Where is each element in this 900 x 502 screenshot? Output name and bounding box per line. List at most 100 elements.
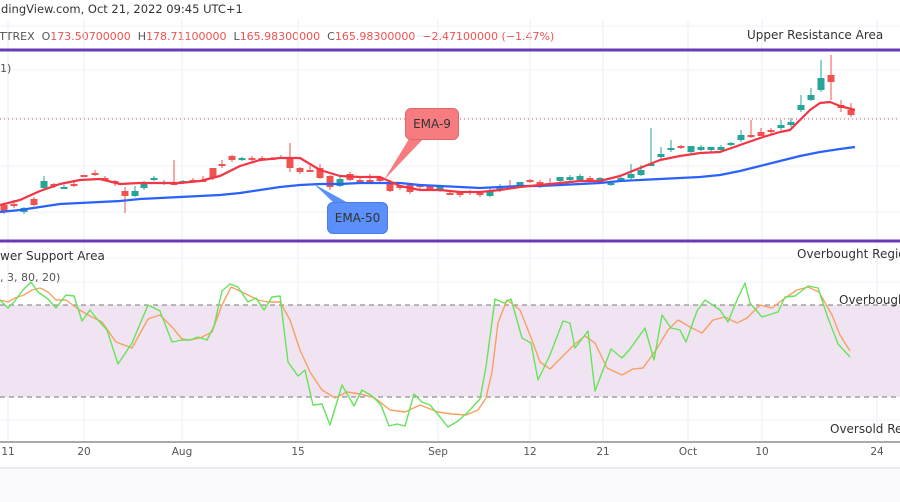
bull-candle bbox=[727, 143, 735, 145]
low-label: L bbox=[233, 30, 240, 43]
bull-candle bbox=[657, 154, 665, 157]
bull-candle bbox=[697, 147, 705, 150]
bear-candle bbox=[70, 184, 78, 186]
bear-candle bbox=[757, 132, 765, 136]
source-watermark: adingView.com, Oct 21, 2022 09:45 UTC+1 bbox=[0, 2, 243, 16]
bear-candle bbox=[101, 178, 109, 180]
bear-candle bbox=[218, 164, 226, 166]
bear-candle bbox=[586, 178, 594, 180]
bear-candle bbox=[456, 192, 464, 195]
bear-candle bbox=[677, 146, 685, 148]
bear-candle bbox=[228, 156, 236, 160]
bull-candle bbox=[737, 135, 745, 140]
bull-candle bbox=[797, 105, 805, 110]
bear-candle bbox=[426, 186, 434, 189]
stochastic-params-label: , 3, 80, 20) bbox=[0, 271, 61, 284]
time-axis-tick: 11 bbox=[1, 446, 15, 458]
upper-resistance-label: Upper Resistance Area bbox=[747, 28, 884, 42]
bull-candle bbox=[637, 170, 645, 175]
bull-candle bbox=[336, 179, 344, 186]
bull-candle bbox=[576, 176, 584, 180]
bull-candle bbox=[707, 147, 715, 150]
bear-candle bbox=[306, 170, 314, 172]
time-axis-tick: 10 bbox=[755, 446, 769, 458]
high-value: 178.71100000 bbox=[146, 30, 227, 43]
bull-candle bbox=[140, 183, 148, 188]
overbought-region-label: Overbought Regio bbox=[797, 247, 900, 261]
ema9-line bbox=[0, 100, 856, 207]
bear-candle bbox=[286, 158, 294, 168]
time-axis-tick: Aug bbox=[171, 446, 193, 458]
bear-candle bbox=[326, 176, 334, 187]
bull-candle bbox=[238, 158, 246, 160]
exchange-label: ITTREX bbox=[0, 30, 35, 43]
bear-candle bbox=[376, 178, 384, 181]
bull-candle bbox=[717, 147, 725, 150]
bull-candle bbox=[131, 191, 139, 196]
bear-candle bbox=[366, 180, 374, 182]
lower-support-label: wer Support Area bbox=[0, 249, 105, 263]
bull-candle bbox=[777, 125, 785, 128]
change-value: −2.47100000 (−1.47%) bbox=[422, 30, 555, 43]
oversold-region-label: Oversold Reg bbox=[830, 422, 900, 436]
bear-candle bbox=[827, 75, 835, 82]
bull-candle bbox=[516, 182, 524, 186]
ohlc-legend: ITTREX O173.50700000 H178.71100000 L165.… bbox=[0, 30, 554, 43]
time-axis-tick: 15 bbox=[291, 446, 305, 458]
bear-candle bbox=[446, 193, 454, 195]
bull-candle bbox=[817, 78, 825, 90]
time-axis-tick: 21 bbox=[596, 446, 610, 458]
bull-candle bbox=[687, 146, 695, 152]
bull-candle bbox=[647, 164, 655, 166]
bull-candle bbox=[667, 148, 675, 150]
bear-candle bbox=[747, 135, 755, 137]
bear-candle bbox=[316, 168, 324, 178]
ema50-line bbox=[0, 145, 856, 214]
ema-indicator-label: 1) bbox=[0, 62, 12, 75]
bear-candle bbox=[526, 180, 534, 182]
bear-candle bbox=[209, 168, 217, 178]
stochastic-d-line bbox=[0, 286, 851, 416]
ema9-callout-tail bbox=[384, 134, 426, 180]
footer-bar bbox=[0, 467, 900, 502]
bear-candle bbox=[847, 110, 855, 115]
bear-candle bbox=[356, 180, 364, 182]
overbought-line-label: Overbough bbox=[839, 293, 900, 307]
bull-candle bbox=[607, 183, 615, 185]
ema50-callout: EMA-50 bbox=[327, 202, 388, 234]
open-value: 173.50700000 bbox=[50, 30, 131, 43]
time-axis-tick: 20 bbox=[77, 446, 91, 458]
time-axis-tick: Oct bbox=[678, 446, 698, 458]
stochastic-k-line bbox=[0, 281, 851, 428]
bear-candle bbox=[30, 199, 38, 205]
stochastic-band bbox=[0, 305, 900, 397]
close-label: C bbox=[327, 30, 335, 43]
time-axis-tick: 12 bbox=[523, 446, 537, 458]
bear-candle bbox=[121, 191, 129, 196]
time-axis-tick: 24 bbox=[870, 446, 884, 458]
ema50-callout-tail bbox=[314, 184, 350, 204]
bull-candle bbox=[807, 95, 815, 100]
bull-candle bbox=[627, 174, 635, 178]
bull-candle bbox=[60, 187, 68, 189]
bear-candle bbox=[386, 183, 394, 191]
bull-candle bbox=[40, 181, 48, 188]
bear-candle bbox=[476, 193, 484, 195]
bull-candle bbox=[556, 177, 564, 181]
bull-candle bbox=[617, 178, 625, 180]
bull-candle bbox=[486, 191, 494, 196]
bear-candle bbox=[767, 130, 775, 132]
bull-candle bbox=[787, 122, 795, 125]
bear-candle bbox=[0, 205, 8, 212]
chart-canvas[interactable] bbox=[0, 0, 900, 470]
bear-candle bbox=[80, 175, 88, 177]
bear-candle bbox=[296, 168, 304, 172]
bear-candle bbox=[91, 173, 99, 175]
bull-candle bbox=[566, 177, 574, 180]
close-value: 165.98300000 bbox=[334, 30, 416, 43]
low-value: 165.98300000 bbox=[239, 30, 321, 43]
bull-candle bbox=[150, 178, 158, 180]
ema9-callout: EMA-9 bbox=[405, 108, 459, 140]
high-label: H bbox=[137, 30, 147, 43]
bear-candle bbox=[10, 204, 18, 206]
